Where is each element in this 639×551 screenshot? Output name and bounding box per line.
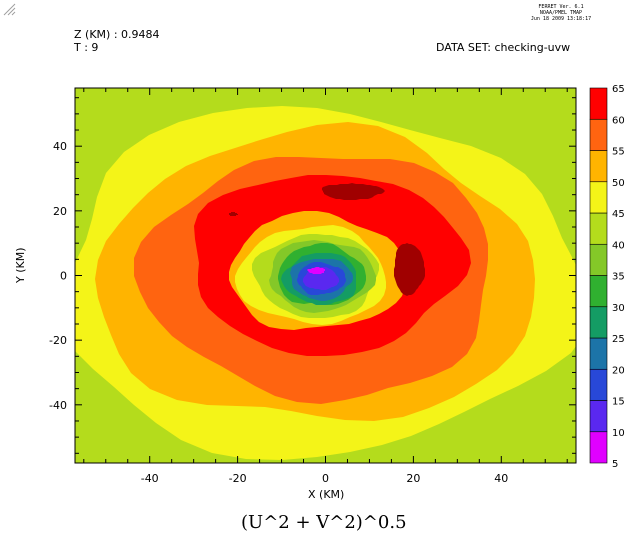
colorbar-label: 25 <box>612 334 625 345</box>
x-axis-label: X (KM) <box>308 488 345 501</box>
x-tick-label: 40 <box>494 472 508 485</box>
colorbar-label: 10 <box>612 428 625 439</box>
colorbar-label: 45 <box>612 209 625 220</box>
plot-date: Jun 18 2009 13:18:17 <box>530 16 592 22</box>
z-level-label: Z (KM) : 0.9484 <box>74 28 160 41</box>
x-tick-label: -40 <box>141 472 159 485</box>
colorbar-swatch-20-25 <box>589 337 608 370</box>
colorbar-label: 35 <box>612 272 625 283</box>
contour-level-65-maximum <box>229 212 238 216</box>
chart-title: (U^2 + V^2)^0.5 <box>241 512 407 533</box>
y-tick-label: 40 <box>53 140 67 153</box>
colorbar-label: 50 <box>612 178 625 189</box>
time-label: T : 9 <box>74 41 99 54</box>
colorbar-label: 30 <box>612 303 625 314</box>
dataset-label: DATA SET: checking-uvw <box>436 41 571 54</box>
y-axis-label: Y (KM) <box>14 247 27 283</box>
colorbar-label: 60 <box>612 115 625 126</box>
colorbar-label: 55 <box>612 147 625 158</box>
colorbar-swatch-40-45 <box>589 212 608 245</box>
contour-level-65-maximum <box>394 243 425 296</box>
software-org: NOAA/PMEL TMAP <box>539 10 583 16</box>
colorbar-swatch-15-20 <box>589 368 608 401</box>
colorbar-label: 65 <box>612 84 625 95</box>
y-tick-label: -20 <box>49 334 67 347</box>
colorbar-swatch-55-60 <box>589 118 608 151</box>
colorbar-swatch-30-35 <box>589 275 608 308</box>
colorbar-swatch-25-30 <box>589 306 608 339</box>
colorbar-label: 20 <box>612 365 625 376</box>
resize-grip-icon[interactable] <box>0 0 16 16</box>
colorbar-swatch-35-40 <box>589 243 608 276</box>
colorbar-swatch-5-10 <box>589 431 608 464</box>
colorbar-label: 40 <box>612 240 625 251</box>
colorbar-label: 5 <box>612 459 618 470</box>
contour-level-5-region <box>307 267 325 274</box>
contour-level-65-maximum <box>322 183 385 200</box>
colorbar-swatch-60-65 <box>589 87 608 120</box>
colorbar-swatch-50-55 <box>589 150 608 183</box>
colorbar-label: 15 <box>612 397 625 408</box>
colorbar-swatch-10-15 <box>589 400 608 433</box>
y-tick-label: 20 <box>53 205 67 218</box>
software-name: FERRET Ver. 6.1 <box>538 4 584 10</box>
y-tick-label: -40 <box>49 399 67 412</box>
x-tick-label: 0 <box>322 472 329 485</box>
contour-fill-group <box>75 88 576 463</box>
y-tick-label: 0 <box>60 270 67 283</box>
x-tick-label: -20 <box>229 472 247 485</box>
software-version-label: FERRET Ver. 6.1 NOAA/PMEL TMAP Jun 18 20… <box>526 4 596 22</box>
x-tick-label: 20 <box>406 472 420 485</box>
colorbar-swatch-45-50 <box>589 181 608 214</box>
